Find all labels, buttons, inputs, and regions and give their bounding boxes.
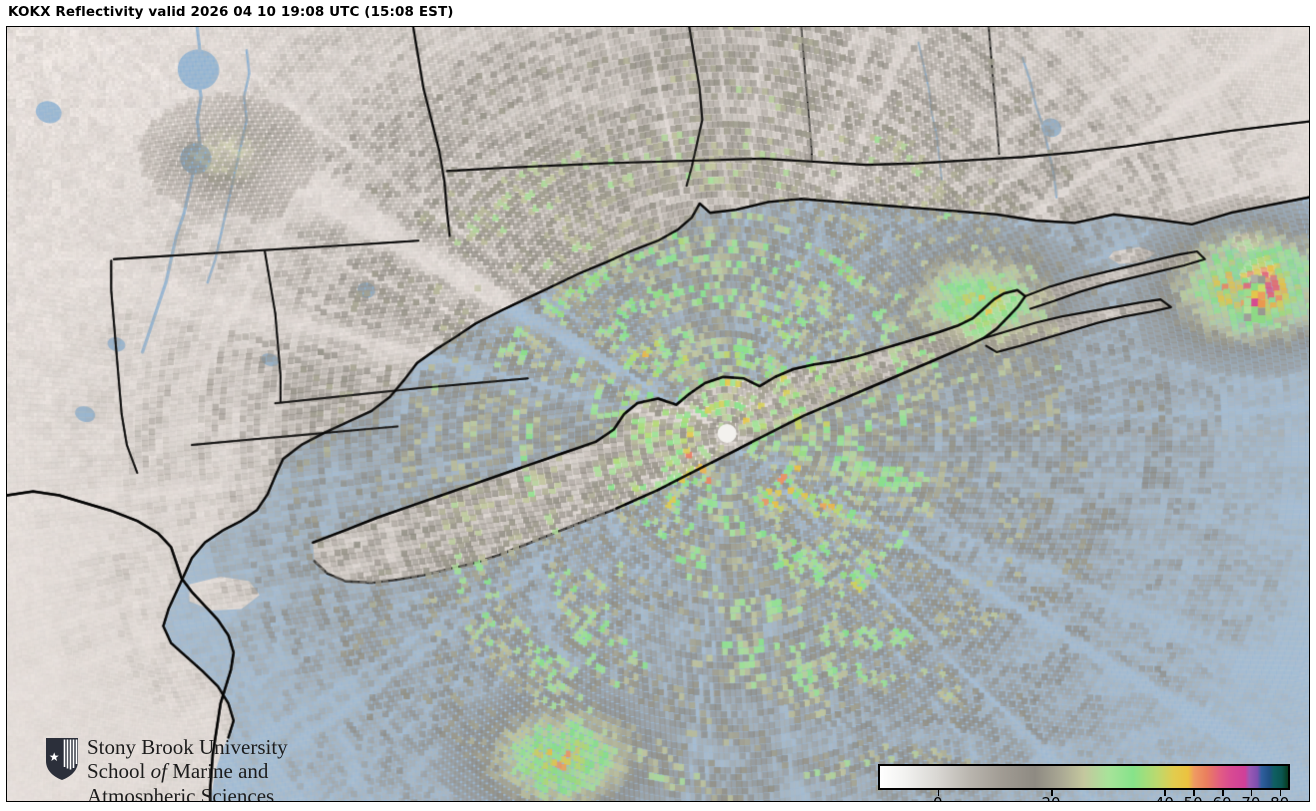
colorbar-tick	[937, 790, 940, 796]
colorbar-tick	[1250, 790, 1253, 796]
colorbar-tick-label: 40	[1155, 794, 1174, 801]
colorbar-tick-label: 70	[1241, 794, 1260, 801]
colorbar-tick-labels: 0 20 40 50 60 70 80	[878, 794, 1290, 801]
colorbar-tick	[1193, 790, 1195, 796]
radar-map-canvas[interactable]	[7, 27, 1309, 801]
colorbar-tick-label: 50	[1184, 794, 1203, 801]
colorbar-tick-label: 20	[1041, 794, 1060, 801]
colorbar-tick-label: 80	[1270, 794, 1289, 801]
map-frame[interactable]: 0204050607080 Stony Brook Un	[6, 26, 1310, 802]
colorbar-tick	[1164, 790, 1166, 796]
colorbar-tick	[1222, 790, 1224, 796]
colorbar-ticks	[878, 790, 1290, 796]
colorbar-tick-label: 0	[933, 794, 943, 801]
colorbar-gradient	[878, 764, 1290, 790]
colorbar-tick	[1279, 790, 1282, 796]
reflectivity-colorbar: 0 20 40 50 60 70 80	[872, 758, 1292, 801]
page-title: KOKX Reflectivity valid 2026 04 10 19:08…	[8, 4, 454, 20]
colorbar-tick-label: 60	[1212, 794, 1231, 801]
colorbar-tick	[1051, 790, 1053, 796]
